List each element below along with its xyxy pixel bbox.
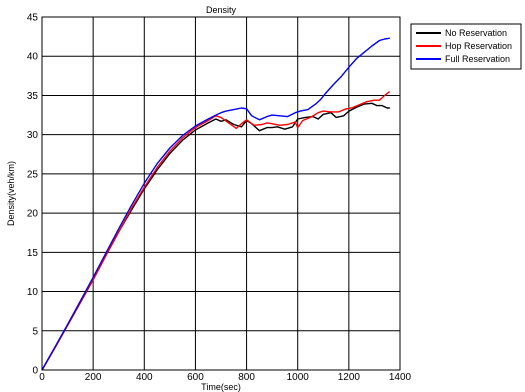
y-tick-label: 5 [32,326,38,337]
x-tick-label: 800 [238,372,255,383]
legend-label-3: Full Reservation [445,54,510,64]
plot-frame [41,16,401,371]
chart-title: Density [206,5,237,15]
y-tick-label: 0 [32,366,38,377]
y-tick-label: 35 [27,91,39,102]
legend: No Reservation Hop Reservation Full Reserv… [410,23,522,70]
series-lines [41,37,391,371]
x-tick-label: 600 [187,372,204,383]
y-axis-title: Density(veh/km) [6,161,16,226]
legend-label-1: No Reservation [445,28,507,38]
series-line-1 [41,102,390,371]
y-tick-label: 40 [27,52,39,63]
series-line-2 [41,90,391,371]
x-tick-label: 1200 [338,372,361,383]
x-tick-label: 0 [39,372,45,383]
y-tick-label: 15 [27,248,39,259]
plot-area [42,17,400,370]
axis-ticks: 0 200 400 600 800 1000 1200 1400 0 5 10 15 20 25 30 35 4… [27,13,412,384]
y-tick-label: 45 [27,13,39,24]
legend-label-2: Hop Reservation [445,41,512,51]
x-tick-label: 1400 [389,372,412,383]
x-axis-title: Time(sec) [201,382,241,392]
x-tick-label: 400 [136,372,153,383]
y-tick-label: 20 [27,209,39,220]
x-tick-label: 1000 [287,372,310,383]
x-tick-label: 200 [85,372,102,383]
y-tick-label: 25 [27,169,39,180]
series-line-3 [41,37,390,371]
y-tick-label: 10 [27,287,39,298]
y-tick-label: 30 [27,130,39,141]
